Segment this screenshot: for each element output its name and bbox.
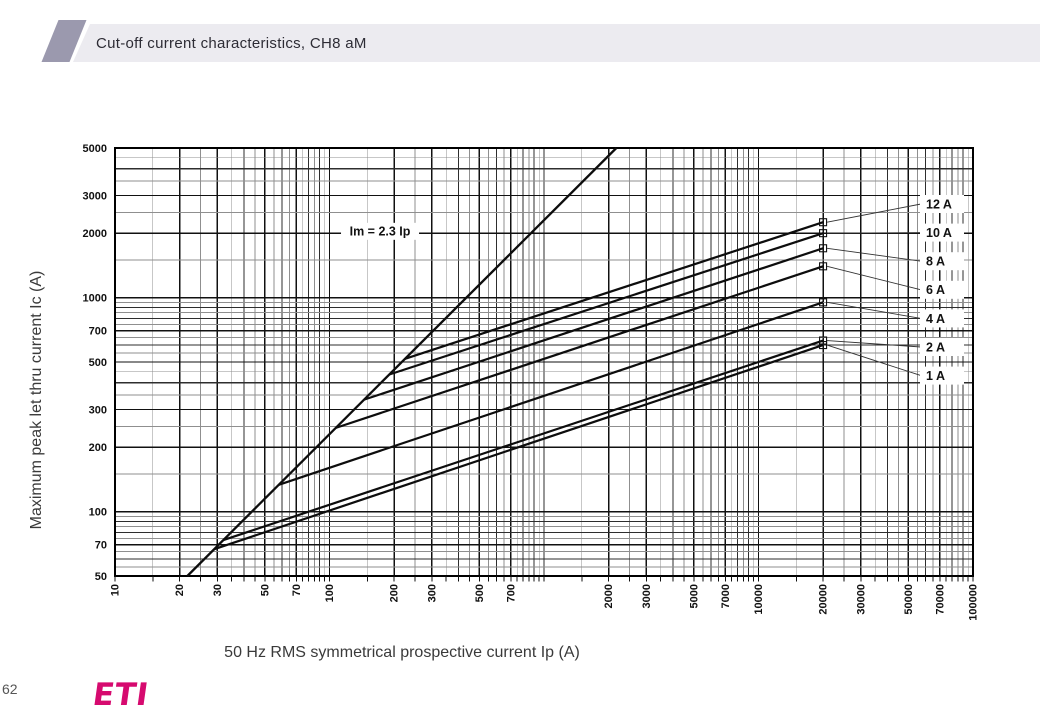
annotation-label: Im = 2.3 Ip: [350, 225, 411, 239]
series-label: 4 A: [926, 312, 945, 326]
series-label-bg: [920, 195, 964, 213]
series-label-bg: [920, 223, 964, 242]
x-tick-label: 70000: [934, 584, 946, 615]
series-label: 8 A: [926, 255, 945, 269]
curve-end-marker: [819, 229, 828, 238]
x-tick-label: 100000: [968, 584, 980, 621]
fuse-curve-1A: [213, 344, 824, 551]
x-tick-label: 20: [174, 584, 186, 596]
annotation-bg: [341, 222, 420, 240]
fuse-curve-12A: [404, 221, 824, 360]
x-tick-label: 70: [291, 584, 303, 596]
x-tick-label: 7000: [720, 584, 732, 608]
x-tick-label: 20000: [818, 584, 830, 615]
series-label-bg: [920, 338, 964, 356]
y-tick-label: 300: [89, 404, 107, 416]
curve-end-marker: [819, 298, 828, 307]
eti-logo: ETI: [90, 677, 151, 713]
y-tick-label: 50: [95, 571, 107, 583]
curve-end-marker: [819, 244, 828, 253]
fuse-curve-4A: [278, 301, 824, 486]
y-tick-label: 200: [89, 442, 107, 454]
y-tick-label: 500: [89, 357, 107, 369]
x-tick-label: 5000: [688, 584, 700, 608]
series-label: 2 A: [926, 340, 945, 354]
y-axis-title: Maximum peak let thru current Ic (A): [28, 270, 45, 530]
label-leader-line: [826, 265, 922, 291]
label-leader-line: [826, 203, 922, 223]
series-label-bg: [920, 309, 964, 328]
series-label: 12 A: [926, 197, 952, 211]
y-tick-label: 700: [89, 326, 107, 338]
y-tick-label: 1000: [83, 292, 107, 304]
curve-end-marker: [819, 341, 828, 350]
y-tick-label: 100: [89, 506, 107, 518]
fuse-curve-6A: [335, 265, 824, 429]
page-title: Cut-off current characteristics, CH8 aM: [96, 34, 367, 52]
x-axis-title: 50 Hz RMS symmetrical prospective curren…: [224, 644, 580, 661]
label-leader-line: [826, 301, 922, 319]
x-tick-label: 10: [110, 584, 122, 596]
x-tick-label: 3000: [641, 584, 653, 608]
x-tick-label: 2000: [603, 584, 615, 608]
series-label-bg: [920, 252, 964, 271]
y-tick-label: 70: [95, 540, 107, 552]
x-tick-label: 10000: [753, 584, 765, 615]
x-tick-label: 100: [324, 584, 336, 602]
y-tick-label: 5000: [83, 143, 107, 155]
label-leader-line: [827, 340, 922, 348]
curve-end-marker: [819, 336, 828, 345]
curve-end-marker: [819, 262, 828, 271]
fuse-curve-10A: [388, 232, 824, 376]
x-tick-label: 700: [505, 584, 517, 602]
series-label-bg: [920, 280, 964, 299]
label-leader-line: [827, 247, 922, 262]
series-label: 10 A: [926, 226, 952, 240]
label-leader-line: [827, 232, 922, 234]
header-bar: Cut-off current characteristics, CH8 aM: [73, 24, 1040, 62]
page-number: 62: [2, 681, 18, 697]
series-label: 6 A: [926, 283, 945, 297]
y-tick-label: 2000: [83, 228, 107, 240]
x-tick-label: 300: [426, 584, 438, 602]
x-tick-label: 30000: [855, 584, 867, 615]
label-leader-line: [826, 344, 922, 377]
diagonal-im-line: [186, 147, 618, 577]
x-tick-label: 50: [259, 584, 271, 596]
fuse-curve-8A: [363, 247, 824, 401]
x-tick-label: 30: [212, 584, 224, 596]
series-label-bg: [920, 366, 964, 385]
fuse-curve-2A: [223, 339, 824, 542]
x-tick-label: 500: [474, 584, 486, 602]
series-label: 1 A: [926, 369, 945, 383]
x-tick-label: 200: [389, 584, 401, 602]
y-tick-label: 3000: [83, 190, 107, 202]
x-tick-label: 50000: [903, 584, 915, 615]
curve-end-marker: [819, 218, 828, 227]
